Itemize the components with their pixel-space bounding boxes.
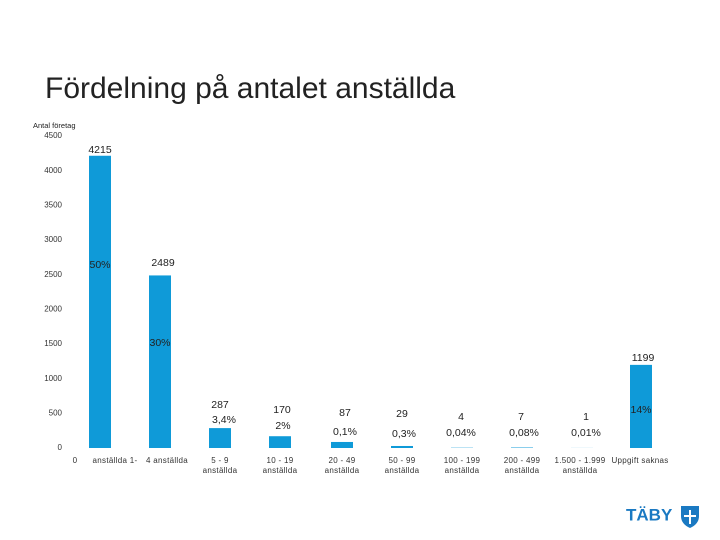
value-label: 87 (339, 407, 351, 419)
x-label: 100 - 199 (444, 456, 481, 465)
percent-label: 14% (630, 404, 651, 416)
bar (149, 275, 171, 448)
logo-text: TÄBY (626, 505, 673, 524)
percent-label: 50% (89, 259, 110, 271)
percent-label: 0,08% (509, 427, 539, 439)
y-axis-label: Antal företag (33, 121, 76, 130)
x-label: 4 anställda (146, 456, 188, 465)
y-tick-label: 3000 (44, 235, 62, 244)
percent-label: 0,01% (571, 427, 601, 439)
percent-label: 0,1% (333, 426, 357, 438)
percent-label: 3,4% (212, 414, 236, 426)
x-label: anställda 1- (93, 456, 138, 465)
x-label: anställda (263, 466, 298, 475)
y-tick-label: 4000 (44, 166, 62, 175)
x-label: anställda (325, 466, 360, 475)
x-label: 50 - 99 (388, 456, 415, 465)
bar (89, 155, 111, 448)
value-label: 170 (273, 404, 291, 416)
x-label: anställda (563, 466, 598, 475)
chart-title: Fördelning på antalet anställda (45, 72, 456, 105)
x-label: anställda (445, 466, 480, 475)
value-label: 287 (211, 399, 229, 411)
y-tick-label: 3500 (44, 200, 62, 209)
bar (391, 445, 413, 448)
y-tick-label: 1500 (44, 339, 62, 348)
logo-cross (684, 510, 696, 524)
y-tick-label: 0 (58, 443, 63, 452)
x-label: anställda (385, 466, 420, 475)
x-label: Uppgift saknas (611, 456, 668, 465)
value-label: 29 (396, 408, 408, 420)
value-label: 1199 (632, 352, 655, 364)
y-tick-label: 4500 (44, 131, 62, 140)
bar (209, 428, 231, 448)
x-label: 5 - 9 (211, 456, 229, 465)
bar (331, 441, 353, 448)
value-label: 2489 (151, 257, 175, 269)
value-label: 7 (518, 411, 524, 423)
x-label: anställda (505, 466, 540, 475)
x-label: 1.500 - 1.999 (554, 456, 605, 465)
value-label: 1 (583, 411, 589, 423)
x-label: 20 - 49 (328, 456, 355, 465)
bar (269, 436, 291, 448)
x-label: anställda (203, 466, 238, 475)
percent-label: 30% (149, 337, 170, 349)
y-tick-label: 1000 (44, 374, 62, 383)
y-tick-label: 500 (49, 408, 63, 417)
y-tick-label: 2000 (44, 304, 62, 313)
x-label: 0 (73, 456, 78, 465)
bar (630, 364, 652, 448)
x-label: 10 - 19 (266, 456, 293, 465)
percent-label: 0,04% (446, 427, 476, 439)
value-label: 4 (458, 411, 464, 423)
percent-label: 0,3% (392, 428, 416, 440)
x-label: 200 - 499 (504, 456, 541, 465)
percent-label: 2% (275, 420, 290, 432)
logo: TÄBY (626, 505, 699, 528)
y-tick-label: 2500 (44, 270, 62, 279)
value-label: 4215 (88, 144, 112, 156)
